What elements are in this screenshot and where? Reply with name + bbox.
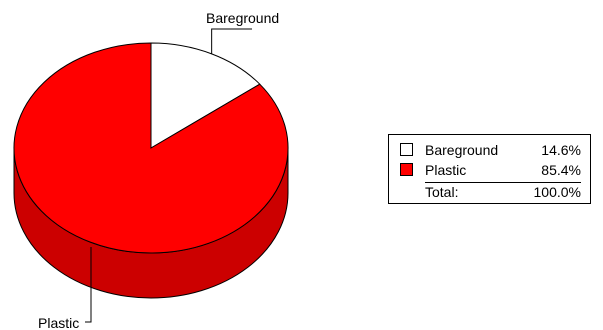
leader-line-bareground bbox=[211, 28, 252, 54]
legend-total-label: Total: bbox=[425, 184, 459, 200]
leader-line-plastic bbox=[85, 247, 92, 323]
legend-row-bareground: Bareground 14.6% bbox=[389, 141, 590, 159]
legend-value-bareground: 14.6% bbox=[541, 142, 581, 158]
legend-value-plastic: 85.4% bbox=[541, 162, 581, 178]
legend-swatch-plastic bbox=[400, 163, 413, 176]
pie-top bbox=[13, 42, 289, 254]
pie-slice-plastic bbox=[13, 42, 289, 254]
pie-slice-bareground bbox=[150, 42, 261, 149]
legend-total-divider bbox=[425, 182, 581, 183]
legend-label-plastic: Plastic bbox=[425, 162, 467, 178]
legend: Bareground 14.6% Plastic 85.4% Total: 10… bbox=[388, 134, 591, 204]
slice-label-plastic: Plastic bbox=[38, 315, 79, 330]
legend-total-value: 100.0% bbox=[533, 184, 581, 200]
legend-label-bareground: Bareground bbox=[425, 142, 499, 158]
slice-label-bareground: Bareground bbox=[206, 10, 279, 26]
legend-row-plastic: Plastic 85.4% bbox=[389, 161, 590, 179]
legend-swatch-bareground bbox=[400, 143, 413, 156]
leader-lines bbox=[85, 28, 252, 323]
legend-row-total: Total: 100.0% bbox=[389, 183, 590, 201]
